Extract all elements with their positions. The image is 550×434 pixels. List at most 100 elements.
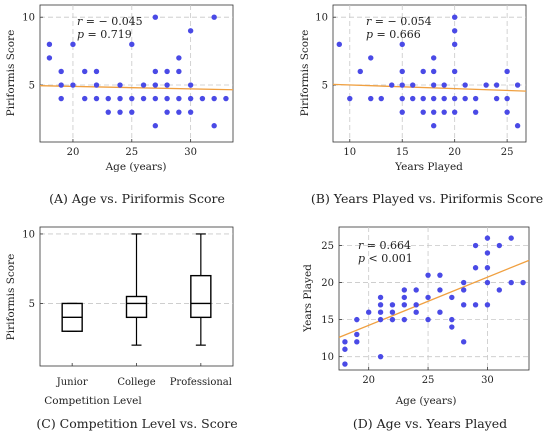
scatter-point bbox=[420, 68, 426, 75]
scatter-point bbox=[93, 82, 100, 88]
scatter-point bbox=[377, 309, 384, 315]
panel-d-r-label: r bbox=[358, 239, 364, 252]
scatter-point bbox=[493, 95, 500, 102]
scatter-point bbox=[129, 109, 135, 115]
x-category-label: College bbox=[117, 377, 155, 388]
panel-a-stats: r = − 0.045 p = 0.719 bbox=[77, 15, 143, 41]
trend-line bbox=[338, 259, 530, 339]
panel-a-marks bbox=[39, 14, 234, 129]
panel-a-r-label: r bbox=[77, 15, 83, 28]
x-tick-label: 30 bbox=[481, 375, 494, 386]
scatter-point bbox=[460, 302, 467, 308]
scatter-point bbox=[117, 109, 123, 115]
scatter-point bbox=[354, 331, 360, 338]
scatter-point bbox=[377, 353, 384, 360]
scatter-point bbox=[472, 95, 479, 102]
panel-a-p-value: = 0.719 bbox=[88, 28, 132, 41]
scatter-point bbox=[152, 14, 159, 20]
svg-text:r = 0.664: r = 0.664 bbox=[358, 239, 411, 252]
scatter-point bbox=[441, 82, 447, 88]
scatter-point bbox=[413, 287, 419, 293]
panel-b-years-vs-score: 5 10 10 15 20 25 r = − 0.054 p = 0.666 Years … bbox=[299, 4, 543, 206]
scatter-point bbox=[437, 309, 443, 315]
scatter-point bbox=[129, 41, 135, 48]
scatter-point bbox=[430, 55, 437, 61]
scatter-point bbox=[93, 68, 100, 75]
scatter-point bbox=[484, 250, 491, 256]
scatter-point bbox=[342, 346, 348, 352]
panel-c-ylabel: Piriformis Score bbox=[5, 254, 17, 341]
scatter-point bbox=[399, 82, 405, 88]
scatter-point bbox=[441, 95, 447, 102]
svg-text:p = 0.666: p = 0.666 bbox=[366, 28, 421, 41]
scatter-point bbox=[164, 109, 170, 115]
y-tick-label: 15 bbox=[321, 315, 334, 326]
x-tick-label: 30 bbox=[184, 147, 197, 158]
scatter-point bbox=[164, 95, 170, 102]
scatter-point bbox=[484, 302, 491, 308]
scatter-point bbox=[484, 235, 491, 241]
x-tick-label: 20 bbox=[448, 147, 461, 158]
panel-c-marks bbox=[61, 233, 212, 346]
scatter-point bbox=[211, 123, 217, 129]
scatter-point bbox=[425, 316, 431, 323]
scatter-point bbox=[460, 339, 467, 345]
scatter-point bbox=[187, 109, 194, 115]
y-tick-label: 10 bbox=[315, 13, 328, 24]
scatter-point bbox=[472, 242, 479, 249]
scatter-point bbox=[451, 14, 458, 20]
scatter-point bbox=[451, 95, 458, 102]
scatter-point bbox=[425, 294, 431, 301]
scatter-point bbox=[129, 95, 135, 102]
scatter-point bbox=[152, 82, 159, 88]
scatter-point bbox=[484, 265, 491, 271]
y-tick-label: 10 bbox=[22, 229, 35, 240]
box-college bbox=[125, 233, 148, 346]
scatter-point bbox=[377, 302, 384, 308]
scatter-point bbox=[176, 109, 182, 115]
scatter-point bbox=[46, 55, 53, 61]
scatter-point bbox=[58, 68, 64, 75]
y-tick-label: 5 bbox=[29, 81, 35, 92]
scatter-point bbox=[70, 41, 76, 48]
scatter-point bbox=[508, 279, 514, 286]
scatter-point bbox=[140, 82, 147, 88]
scatter-point bbox=[152, 123, 159, 129]
scatter-point bbox=[117, 82, 123, 88]
scatter-point bbox=[401, 287, 408, 293]
panel-a-gridlines bbox=[40, 5, 233, 142]
scatter-point bbox=[399, 109, 405, 115]
scatter-point bbox=[483, 82, 489, 88]
scatter-point bbox=[430, 95, 437, 102]
scatter-point bbox=[368, 55, 374, 61]
scatter-point bbox=[347, 95, 353, 102]
panel-b-ticks: 5 10 10 15 20 25 bbox=[315, 13, 513, 158]
scatter-point bbox=[365, 309, 372, 315]
panel-c-level-vs-score: 5 10 Junior College Professional Competition… bbox=[5, 226, 238, 431]
scatter-point bbox=[342, 361, 348, 367]
panel-b-p-value: = 0.666 bbox=[377, 28, 421, 41]
scatter-point bbox=[437, 272, 443, 278]
panel-b-p-label: p bbox=[366, 28, 373, 41]
scatter-point bbox=[378, 95, 384, 102]
x-category-label: Junior bbox=[56, 377, 88, 388]
scatter-point bbox=[58, 82, 64, 88]
panel-c-xlabel: Competition Level bbox=[44, 395, 142, 407]
panel-b-r-label: r bbox=[366, 15, 372, 28]
svg-text:r = − 0.054: r = − 0.054 bbox=[366, 15, 432, 28]
scatter-point bbox=[152, 68, 159, 75]
scatter-point bbox=[187, 82, 194, 88]
scatter-point bbox=[342, 339, 348, 345]
panel-c-ticks: 5 10 Junior College Professional bbox=[22, 229, 232, 388]
y-tick-label: 20 bbox=[321, 278, 334, 289]
scatter-point bbox=[514, 123, 521, 129]
scatter-point bbox=[399, 95, 405, 102]
scatter-point bbox=[462, 95, 468, 102]
y-tick-label: 5 bbox=[322, 81, 328, 92]
scatter-point bbox=[389, 82, 395, 88]
panel-b-ylabel: Piriformis Score bbox=[299, 30, 311, 117]
scatter-point bbox=[420, 109, 426, 115]
scatter-point bbox=[211, 95, 217, 102]
scatter-point bbox=[357, 68, 363, 75]
